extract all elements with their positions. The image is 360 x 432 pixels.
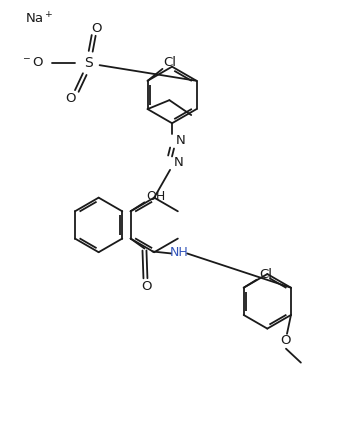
Text: Cl: Cl: [259, 268, 272, 281]
Text: NH: NH: [170, 246, 189, 259]
Text: O: O: [91, 22, 102, 35]
Text: $^-$O: $^-$O: [22, 56, 45, 69]
Text: N: N: [176, 133, 186, 146]
Text: O: O: [281, 334, 291, 347]
Text: Na$^+$: Na$^+$: [25, 11, 53, 26]
Text: Cl: Cl: [163, 57, 176, 70]
Text: OH: OH: [146, 190, 165, 203]
Text: S: S: [84, 56, 93, 70]
Text: O: O: [141, 280, 152, 293]
Text: O: O: [66, 92, 76, 105]
Text: N: N: [174, 156, 184, 169]
